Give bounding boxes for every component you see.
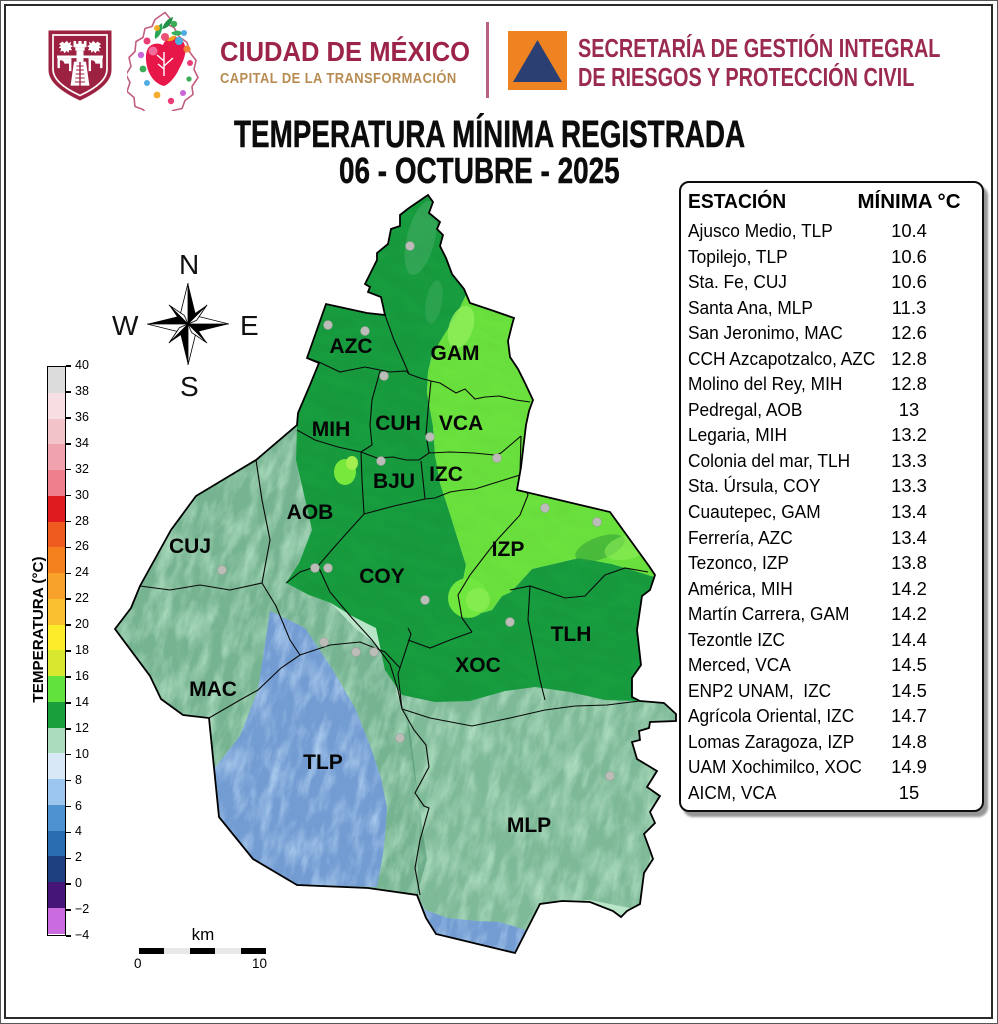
svg-text:CUH: CUH [375, 412, 421, 435]
svg-text:AOB: AOB [287, 501, 334, 524]
svg-text:COY: COY [359, 565, 405, 588]
svg-text:MLP: MLP [507, 814, 551, 837]
svg-text:IZP: IZP [492, 538, 525, 561]
svg-text:XOC: XOC [455, 654, 501, 677]
svg-text:GAM: GAM [431, 342, 480, 365]
svg-text:MIH: MIH [312, 418, 351, 441]
svg-text:VCA: VCA [439, 412, 483, 435]
svg-text:CUJ: CUJ [169, 535, 211, 558]
svg-text:TLP: TLP [303, 751, 343, 774]
svg-text:MAC: MAC [189, 678, 237, 701]
svg-text:TLH: TLH [551, 623, 592, 646]
svg-text:IZC: IZC [429, 463, 463, 486]
svg-text:BJU: BJU [373, 470, 415, 493]
svg-text:AZC: AZC [329, 335, 372, 358]
